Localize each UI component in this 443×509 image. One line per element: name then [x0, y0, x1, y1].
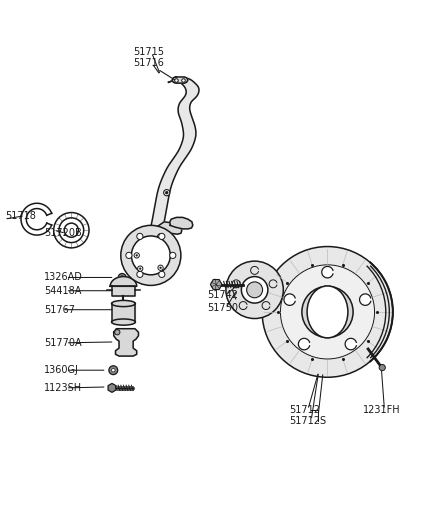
Text: 1360GJ: 1360GJ	[44, 365, 79, 375]
Circle shape	[302, 286, 353, 337]
Polygon shape	[114, 329, 139, 356]
Polygon shape	[210, 279, 222, 290]
Polygon shape	[110, 276, 137, 286]
Circle shape	[137, 271, 143, 277]
Circle shape	[137, 233, 143, 240]
Polygon shape	[322, 266, 333, 278]
Circle shape	[112, 369, 115, 372]
Polygon shape	[299, 338, 310, 350]
Circle shape	[158, 265, 163, 270]
Circle shape	[159, 267, 161, 269]
Circle shape	[140, 268, 141, 269]
Text: 51742: 51742	[207, 290, 238, 300]
Circle shape	[175, 79, 178, 82]
Text: 51712S: 51712S	[290, 415, 326, 426]
Circle shape	[121, 225, 181, 286]
Polygon shape	[345, 338, 357, 350]
Circle shape	[122, 300, 125, 304]
Circle shape	[379, 364, 385, 371]
Circle shape	[136, 254, 138, 256]
Circle shape	[157, 234, 163, 240]
Ellipse shape	[112, 300, 136, 306]
Circle shape	[118, 273, 126, 281]
Text: 51720B: 51720B	[44, 229, 82, 238]
Circle shape	[132, 236, 170, 275]
Polygon shape	[360, 294, 371, 305]
Circle shape	[182, 79, 185, 82]
Polygon shape	[284, 294, 295, 305]
Text: 1123SH: 1123SH	[44, 383, 82, 393]
Text: 51770A: 51770A	[44, 338, 82, 348]
Circle shape	[170, 252, 176, 259]
Text: 51750: 51750	[207, 303, 238, 314]
Polygon shape	[138, 77, 199, 245]
Circle shape	[134, 253, 140, 258]
Polygon shape	[108, 383, 116, 392]
Circle shape	[115, 329, 120, 335]
Circle shape	[241, 276, 268, 303]
Circle shape	[226, 261, 284, 319]
Text: 51716: 51716	[133, 58, 164, 68]
Ellipse shape	[307, 286, 348, 338]
Circle shape	[159, 236, 162, 238]
Text: 51767: 51767	[44, 305, 75, 315]
Circle shape	[280, 265, 374, 359]
Circle shape	[262, 246, 393, 377]
Text: 51715: 51715	[133, 47, 164, 57]
Text: 54418A: 54418A	[44, 286, 82, 296]
Circle shape	[120, 276, 124, 279]
Circle shape	[159, 233, 165, 240]
Polygon shape	[113, 286, 135, 296]
Circle shape	[138, 266, 143, 271]
Circle shape	[165, 191, 168, 194]
Text: 51718: 51718	[5, 211, 36, 220]
Circle shape	[163, 189, 170, 196]
Ellipse shape	[112, 319, 136, 325]
Polygon shape	[112, 303, 136, 322]
Circle shape	[247, 282, 263, 298]
Circle shape	[159, 271, 165, 277]
Text: 1231FH: 1231FH	[363, 405, 400, 415]
Polygon shape	[172, 77, 188, 83]
Circle shape	[126, 252, 132, 259]
Polygon shape	[155, 222, 182, 234]
Text: 51712: 51712	[290, 405, 320, 415]
Circle shape	[109, 366, 118, 375]
Polygon shape	[170, 217, 193, 229]
Text: 1326AD: 1326AD	[44, 272, 83, 282]
